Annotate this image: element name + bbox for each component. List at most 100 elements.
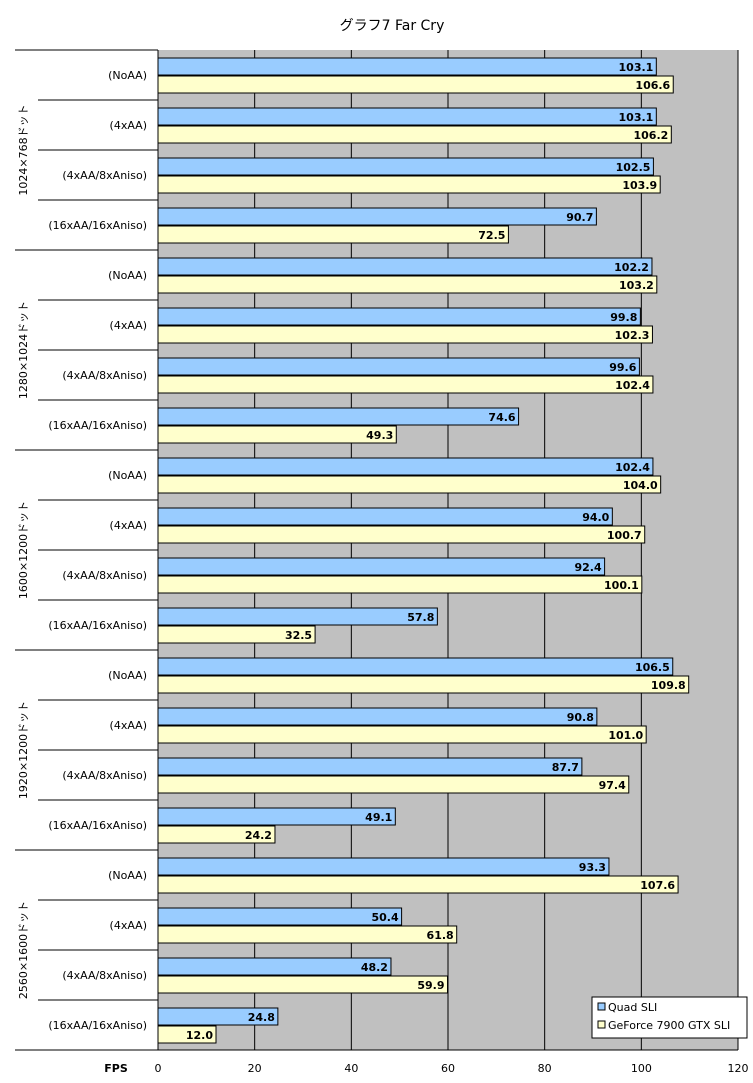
bar-quad-sli: [157, 407, 520, 426]
x-tick-label: 60: [441, 1062, 455, 1075]
x-tick-label: 40: [344, 1062, 358, 1075]
category-label: (16xAA/16xAniso): [48, 619, 147, 632]
data-label: 59.9: [417, 979, 444, 992]
category-label: (16xAA/16xAniso): [48, 219, 147, 232]
bar-quad-sli: [157, 757, 583, 776]
bar-quad-sli: [157, 507, 613, 526]
data-label: 100.7: [607, 529, 642, 542]
data-label: 102.4: [615, 379, 650, 392]
data-label: 48.2: [361, 961, 388, 974]
bar-geforce-7900-gtx-sli: [157, 475, 662, 494]
group-label: 1024×768ドット: [17, 104, 30, 195]
category-label: (4xAA/8xAniso): [62, 369, 147, 382]
data-label: 74.6: [488, 411, 515, 424]
data-label: 61.8: [427, 929, 454, 942]
category-label: (4xAA): [110, 919, 147, 932]
data-label: 90.7: [566, 211, 593, 224]
bar-quad-sli: [157, 607, 438, 626]
data-label: 102.3: [615, 329, 650, 342]
legend: Quad SLI GeForce 7900 GTX SLI: [591, 996, 748, 1039]
data-label: 103.2: [619, 279, 654, 292]
bar-quad-sli: [157, 207, 597, 226]
data-label: 102.5: [616, 161, 651, 174]
bar-quad-sli: [157, 807, 396, 826]
group-label: 1280×1024ドット: [17, 301, 30, 399]
category-label: (4xAA/8xAniso): [62, 169, 147, 182]
chart-title: グラフ7 Far Cry: [340, 18, 445, 34]
data-label: 106.6: [635, 79, 670, 92]
data-label: 24.8: [248, 1011, 275, 1024]
group-label: 1920×1200ドット: [17, 701, 30, 799]
data-label: 72.5: [478, 229, 505, 242]
legend-swatch: [597, 1020, 606, 1029]
data-label: 50.4: [371, 911, 398, 924]
bar-quad-sli: [157, 957, 392, 976]
bar-geforce-7900-gtx-sli: [157, 225, 509, 244]
category-label: (NoAA): [108, 69, 147, 82]
bar-quad-sli: [157, 357, 640, 376]
bar-quad-sli: [157, 107, 657, 126]
data-label: 106.2: [634, 129, 669, 142]
x-tick-label: 0: [155, 1062, 162, 1075]
bar-quad-sli: [157, 457, 654, 476]
data-label: 49.1: [365, 811, 392, 824]
bar-geforce-7900-gtx-sli: [157, 325, 653, 344]
category-label: (NoAA): [108, 469, 147, 482]
data-label: 102.2: [614, 261, 649, 274]
bar-geforce-7900-gtx-sli: [157, 425, 397, 444]
bar-quad-sli: [157, 557, 606, 576]
bar-quad-sli: [157, 857, 610, 876]
category-label: (16xAA/16xAniso): [48, 1019, 147, 1032]
data-label: 93.3: [579, 861, 606, 874]
category-label: (4xAA/8xAniso): [62, 769, 147, 782]
axes: (NoAA) (4xAA) (4xAA/8xAniso) (16xAA/16xAnis…: [15, 49, 749, 1075]
data-label: 101.0: [608, 729, 643, 742]
data-label: 97.4: [599, 779, 626, 792]
data-label: 24.2: [245, 829, 272, 842]
bar-quad-sli: [157, 707, 598, 726]
data-label: 106.5: [635, 661, 670, 674]
data-label: 100.1: [604, 579, 639, 592]
data-label: 87.7: [552, 761, 579, 774]
bar-geforce-7900-gtx-sli: [157, 575, 643, 594]
data-label: 103.9: [622, 179, 657, 192]
data-label: 109.8: [651, 679, 686, 692]
group-label: 2560×1600ドット: [17, 901, 30, 999]
bar-quad-sli: [157, 657, 674, 676]
data-label: 104.0: [623, 479, 658, 492]
x-tick-label: 20: [248, 1062, 262, 1075]
x-tick-label: 80: [538, 1062, 552, 1075]
bar-geforce-7900-gtx-sli: [157, 75, 674, 94]
x-tick-label: 120: [728, 1062, 749, 1075]
bar-quad-sli: [157, 157, 654, 176]
bar-geforce-7900-gtx-sli: [157, 125, 672, 144]
bar-geforce-7900-gtx-sli: [157, 675, 690, 694]
x-axis-label: FPS: [104, 1062, 128, 1075]
legend-box: [591, 996, 748, 1039]
group-label: 1600×1200ドット: [17, 501, 30, 599]
bar-geforce-7900-gtx-sli: [157, 875, 679, 894]
data-label: 99.6: [609, 361, 636, 374]
legend-label: Quad SLI: [608, 1001, 657, 1014]
bar-quad-sli: [157, 257, 653, 276]
x-tick-label: 100: [631, 1062, 652, 1075]
data-label: 90.8: [567, 711, 594, 724]
legend-swatch: [597, 1002, 606, 1011]
category-label: (16xAA/16xAniso): [48, 819, 147, 832]
category-label: (4xAA): [110, 719, 147, 732]
data-label: 103.1: [619, 61, 654, 74]
category-label: (16xAA/16xAniso): [48, 419, 147, 432]
legend-label: GeForce 7900 GTX SLI: [608, 1019, 730, 1032]
bar-geforce-7900-gtx-sli: [157, 275, 658, 294]
data-label: 32.5: [285, 629, 312, 642]
bar-geforce-7900-gtx-sli: [157, 725, 647, 744]
bar-geforce-7900-gtx-sli: [157, 375, 654, 394]
category-label: (4xAA): [110, 519, 147, 532]
data-label: 99.8: [610, 311, 637, 324]
data-label: 107.6: [640, 879, 675, 892]
bars: 103.1 106.6 103.1 106.2 102.5 103.9 90.7 72.5 10…: [157, 57, 690, 1044]
category-label: (4xAA/8xAniso): [62, 969, 147, 982]
category-label: (4xAA): [110, 319, 147, 332]
bar-quad-sli: [157, 307, 641, 326]
